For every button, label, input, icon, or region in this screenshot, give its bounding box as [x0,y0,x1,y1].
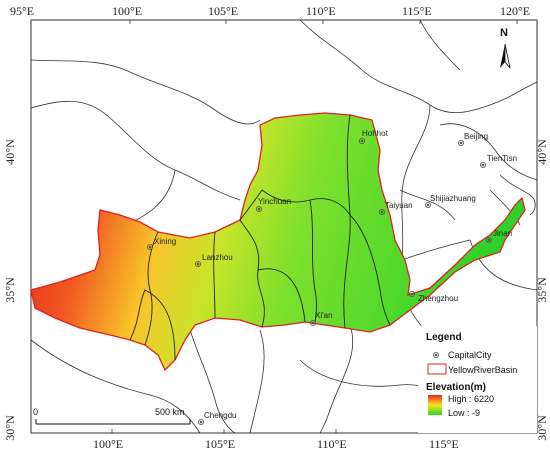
city-label-xian: Xi'an [315,311,333,320]
lat-label-left-35: 35°N [3,277,17,303]
yellow-river-basin [30,112,526,372]
scale-bar [35,419,191,425]
city-label-taiyuan: Taiyuan [385,201,413,210]
coastline [499,174,536,216]
city-label-lanzhou: Lanzhou [202,253,233,262]
lon-label-top-95: 95°E [10,4,34,18]
legend-capital-label: CapitalCity [448,350,492,360]
city-label-chengdu: Chengdu [204,411,236,420]
legend-title: Legend [426,332,462,343]
lat-label-left-30: 30°N [3,415,17,441]
city-label-jinan: Jinan [493,229,512,238]
basin-legend-swatch [427,363,447,375]
lon-label-top-100: 100°E [112,4,142,18]
lon-label-bottom-105: 105°E [205,437,235,451]
lon-label-top-110: 110°E [306,4,336,18]
lat-label-right-35: 35°N [535,277,549,303]
lat-label-right-40: 40°N [535,139,549,165]
lon-label-bottom-100: 100°E [93,437,123,451]
legend-low-label: Low : -9 [448,408,480,418]
city-label-shijiazhuang: Shijiazhuang [430,194,476,203]
city-label-zhengzhou: Zhengzhou [418,294,458,303]
lon-label-bottom-115: 115°E [429,437,459,451]
north-label: N [500,27,508,39]
scale-bar-start-label: 0 [33,407,38,417]
legend-elevation-title: Elevation(m) [426,382,486,393]
north-arrow-icon [500,43,511,69]
city-label-hohhot: Hohhot [362,129,389,138]
city-markers [146,137,492,425]
city-label-yinchuan: Yinchuan [258,197,291,206]
elevation-legend-gradient [428,395,442,415]
lat-label-left-40: 40°N [3,139,17,165]
lon-label-top-115: 115°E [402,4,432,18]
lon-ticks-top [30,20,518,24]
lon-label-top-120: 120°E [500,4,530,18]
legend: Legend CapitalCity YellowRiverBasin Elev… [418,326,537,433]
lat-label-right-30: 30°N [535,415,549,441]
lon-label-top-105: 105°E [208,4,238,18]
legend-basin-label: YellowRiverBasin [448,365,517,375]
lon-label-bottom-110: 110°E [317,437,347,451]
capital-city-legend-icon [432,351,439,358]
city-label-tientisn: TienTisn [487,154,517,163]
legend-high-label: High : 6220 [448,394,494,404]
scale-bar-end-label: 500 km [155,407,185,417]
city-label-beijing: Beijing [464,132,488,141]
city-label-xining: Xining [154,237,176,246]
